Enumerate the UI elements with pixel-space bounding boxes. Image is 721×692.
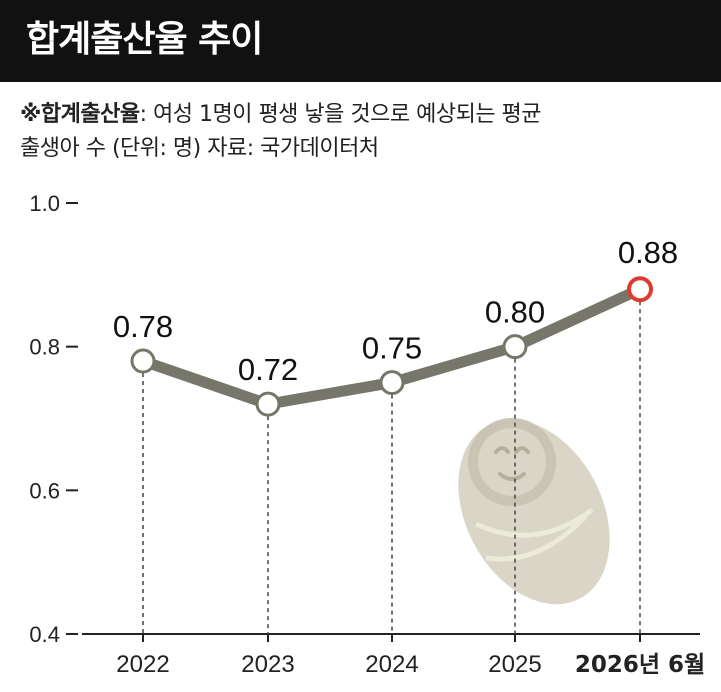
x-tick-label: 2026년 6월	[575, 652, 705, 678]
data-label: 0.80	[485, 295, 545, 330]
data-label: 0.75	[362, 331, 422, 366]
x-tick-label: 2023	[241, 651, 294, 678]
note-source: 출생아 수 (단위: 명) 자료: 국가데이터처	[20, 136, 379, 161]
data-points	[130, 276, 653, 417]
x-tick-label: 2025	[488, 651, 541, 678]
x-guides	[142, 301, 641, 642]
x-tick-label: 2024	[365, 651, 418, 678]
data-label: 0.72	[238, 352, 298, 387]
y-tick-label: 0.4	[29, 622, 60, 647]
data-point	[379, 370, 405, 396]
data-labels: 0.78 0.72 0.75 0.80 0.88	[113, 235, 678, 387]
y-tick-label: 0.8	[29, 335, 60, 360]
data-point	[130, 348, 156, 374]
data-point	[627, 276, 653, 303]
data-point	[502, 334, 528, 360]
swaddled-baby-icon	[458, 418, 610, 605]
chart-title: 합계출산율 추이	[26, 19, 263, 60]
chart-note: ※합계출산율: 여성 1명이 평생 낳을 것으로 예상되는 평균 출생아 수 (…	[20, 98, 710, 166]
x-axis-labels: 2022 2023 2024 2025 2026년 6월	[116, 651, 705, 678]
note-definition: : 여성 1명이 평생 낳을 것으로 예상되는 평균	[139, 102, 542, 127]
data-label: 0.78	[113, 309, 173, 344]
title-bar: 합계출산율 추이	[0, 0, 721, 82]
data-label: 0.88	[618, 235, 678, 270]
data-point	[255, 391, 281, 417]
y-tick-label: 0.6	[29, 478, 60, 503]
note-term: ※합계출산율	[20, 102, 140, 127]
x-tick-label: 2022	[116, 651, 169, 678]
y-tick-label: 1.0	[29, 191, 60, 216]
